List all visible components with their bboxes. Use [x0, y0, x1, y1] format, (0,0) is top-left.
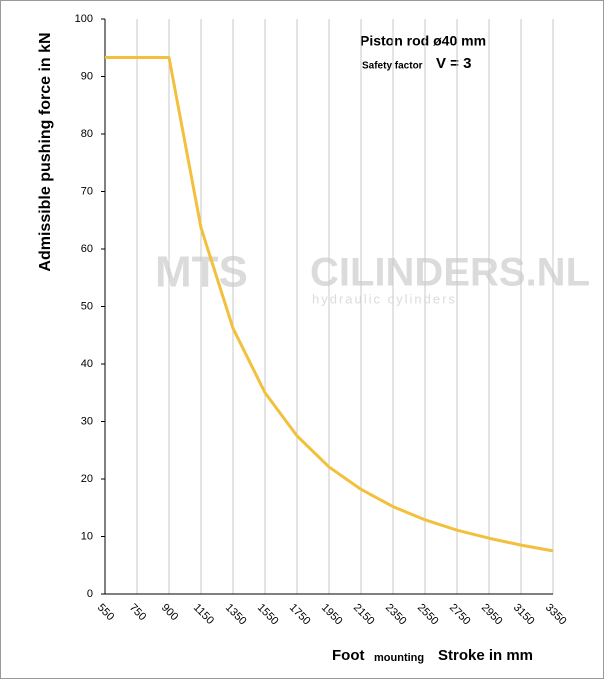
x-axis-label: mounting — [374, 652, 424, 664]
y-tick-label: 90 — [81, 70, 93, 82]
y-tick-label: 10 — [81, 530, 93, 542]
y-tick-label: 20 — [81, 473, 93, 485]
y-tick-label: 100 — [75, 13, 93, 25]
watermark-text: CILINDERS.NL — [310, 251, 590, 295]
y-axis-label: Admissible pushing force in kN — [37, 32, 54, 271]
y-tick-label: 60 — [81, 243, 93, 255]
y-tick-label: 80 — [81, 128, 93, 140]
data-line — [105, 56, 554, 553]
y-tick-label: 50 — [81, 300, 93, 312]
y-tick-label: 70 — [81, 185, 93, 197]
chart-title: Piston rod ø40 mm — [360, 33, 486, 49]
y-tick-label: 40 — [81, 358, 93, 370]
x-axis-label: Foot — [332, 647, 364, 664]
watermark-text: hydraulic cylinders — [312, 291, 457, 306]
annotation: Safety factor — [362, 61, 423, 72]
y-tick-label: 30 — [81, 415, 93, 427]
x-axis-label: Stroke in mm — [438, 647, 533, 664]
annotation: V = 3 — [436, 55, 471, 72]
y-tick-label: 0 — [87, 588, 93, 600]
